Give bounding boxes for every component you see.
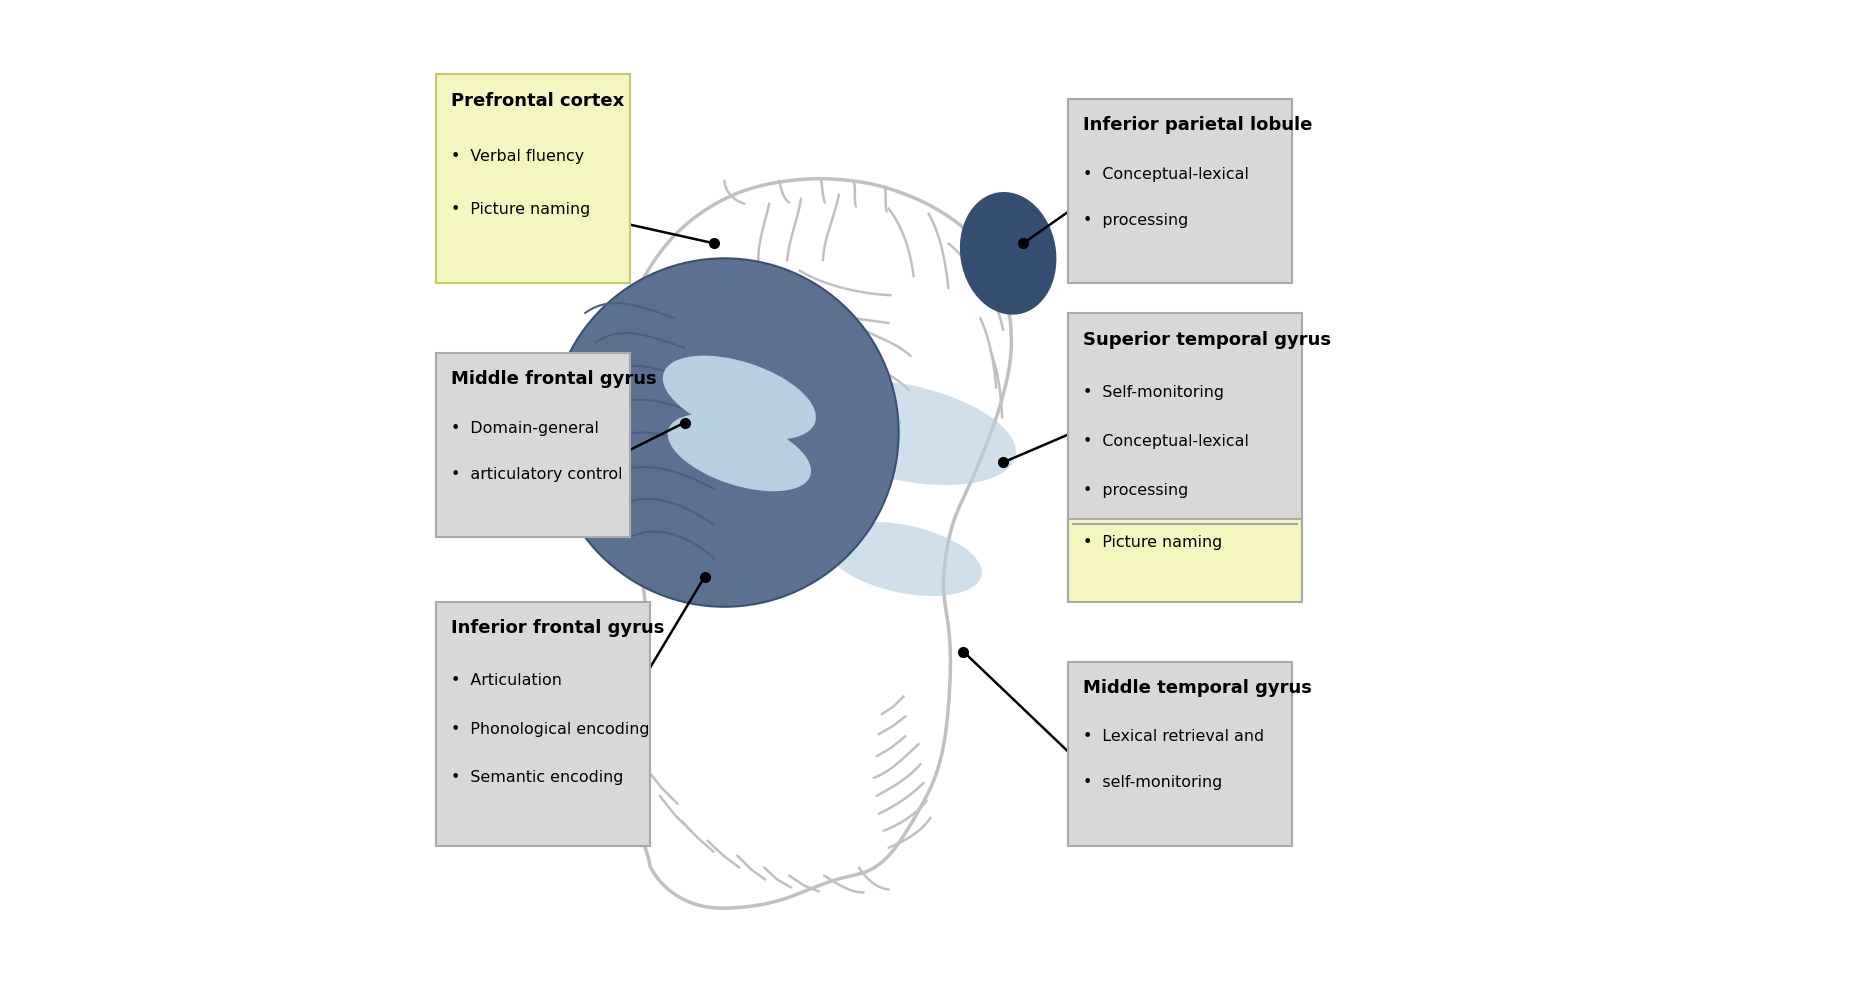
Text: •  articulatory control: • articulatory control	[451, 467, 622, 482]
Text: Middle frontal gyrus: Middle frontal gyrus	[451, 370, 656, 388]
Text: •  self-monitoring: • self-monitoring	[1083, 775, 1222, 790]
Text: •  processing: • processing	[1083, 213, 1188, 228]
Text: •  processing: • processing	[1083, 483, 1188, 498]
Text: •  Self-monitoring: • Self-monitoring	[1083, 384, 1224, 399]
Text: •  Conceptual-lexical: • Conceptual-lexical	[1083, 434, 1248, 449]
FancyBboxPatch shape	[1068, 100, 1292, 284]
FancyBboxPatch shape	[436, 602, 650, 846]
Text: Prefrontal cortex: Prefrontal cortex	[451, 92, 624, 109]
Text: •  Semantic encoding: • Semantic encoding	[451, 770, 624, 785]
Text: •  Domain-general: • Domain-general	[451, 421, 598, 436]
Text: Inferior parietal lobule: Inferior parietal lobule	[1083, 116, 1313, 134]
Text: Middle temporal gyrus: Middle temporal gyrus	[1083, 679, 1311, 696]
Text: Inferior frontal gyrus: Inferior frontal gyrus	[451, 619, 665, 637]
Text: •  Phonological encoding: • Phonological encoding	[451, 721, 650, 736]
Ellipse shape	[960, 192, 1057, 315]
Ellipse shape	[663, 356, 815, 440]
Text: •  Verbal fluency: • Verbal fluency	[451, 149, 583, 164]
FancyBboxPatch shape	[436, 353, 630, 537]
Text: •  Articulation: • Articulation	[451, 673, 561, 688]
Ellipse shape	[825, 522, 982, 596]
FancyBboxPatch shape	[1068, 662, 1292, 846]
Polygon shape	[620, 179, 1012, 908]
Text: Superior temporal gyrus: Superior temporal gyrus	[1083, 330, 1331, 348]
Text: •  Picture naming: • Picture naming	[451, 202, 591, 217]
Ellipse shape	[669, 414, 812, 492]
Text: •  Lexical retrieval and: • Lexical retrieval and	[1083, 729, 1265, 744]
Ellipse shape	[791, 380, 1016, 486]
Text: •  Picture naming: • Picture naming	[1083, 534, 1222, 549]
FancyBboxPatch shape	[1068, 519, 1302, 602]
FancyBboxPatch shape	[436, 75, 630, 284]
Circle shape	[550, 259, 899, 607]
Text: •  Conceptual-lexical: • Conceptual-lexical	[1083, 167, 1248, 182]
FancyBboxPatch shape	[1068, 313, 1302, 529]
